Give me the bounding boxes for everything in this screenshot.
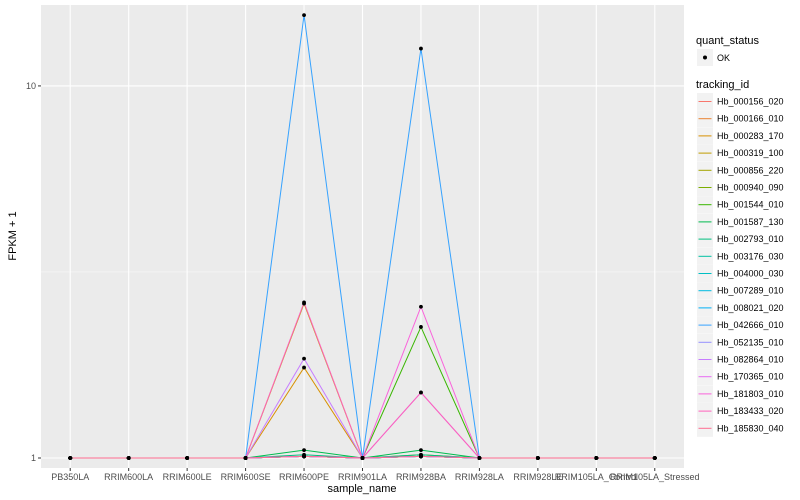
data-point bbox=[360, 456, 365, 460]
x-tick-label: RRIM105LA_Stressed bbox=[610, 472, 700, 482]
legend-label: Hb_042666_010 bbox=[717, 320, 784, 330]
legend-label: Hb_185830_040 bbox=[717, 423, 784, 433]
point-legend-marker bbox=[703, 55, 707, 60]
legend-label: Hb_003176_030 bbox=[717, 251, 784, 261]
legend-label: Hb_004000_030 bbox=[717, 269, 784, 279]
legend-label: Hb_002793_010 bbox=[717, 234, 784, 244]
data-point bbox=[302, 13, 306, 18]
x-axis-title: sample_name bbox=[327, 483, 396, 495]
legend: quant_status OK tracking_id Hb_000156_02… bbox=[696, 35, 784, 437]
data-point bbox=[302, 300, 306, 305]
x-tick-label: RRIM600SE bbox=[221, 472, 271, 482]
legend-label: Hb_000856_220 bbox=[717, 165, 784, 175]
legend-label: Hb_007289_010 bbox=[717, 286, 784, 296]
data-point bbox=[419, 46, 423, 51]
y-tick-label: 1 bbox=[31, 453, 36, 463]
data-point bbox=[302, 448, 306, 453]
point-legend-title: quant_status bbox=[696, 35, 759, 47]
data-point bbox=[302, 454, 306, 459]
x-tick-label: PB350LA bbox=[51, 472, 89, 482]
legend-label: Hb_000156_020 bbox=[717, 97, 784, 107]
data-point bbox=[243, 456, 248, 460]
legend-label: Hb_000319_100 bbox=[717, 148, 784, 158]
x-tick-label: RRIM600PE bbox=[279, 472, 329, 482]
x-tick-label: RRIM901LA bbox=[338, 472, 387, 482]
y-axis: 1 10 bbox=[26, 81, 41, 463]
legend-label: Hb_001544_010 bbox=[717, 200, 784, 210]
data-point bbox=[477, 456, 482, 460]
x-tick-label: RRIM928BA bbox=[396, 472, 446, 482]
data-point bbox=[419, 304, 423, 309]
y-axis-title: FPKM + 1 bbox=[7, 211, 19, 260]
data-points bbox=[68, 13, 657, 460]
data-point bbox=[68, 456, 73, 460]
data-point bbox=[185, 456, 190, 460]
data-point bbox=[419, 325, 423, 329]
x-tick-label: RRIM600LA bbox=[104, 472, 153, 482]
x-axis: PB350LA RRIM600LA RRIM600LE RRIM600SE RRIM60… bbox=[51, 468, 700, 482]
legend-label: Hb_052135_010 bbox=[717, 337, 784, 347]
x-tick-label: RRIM105LA_Control bbox=[555, 472, 638, 482]
legend-label: Hb_008021_020 bbox=[717, 303, 784, 313]
legend-label: Hb_183433_020 bbox=[717, 406, 784, 416]
y-tick-label: 10 bbox=[26, 81, 36, 91]
data-point bbox=[652, 456, 657, 460]
data-point bbox=[126, 456, 131, 460]
line-legend-items: Hb_000156_020 Hb_000166_010 Hb_000283_170 H… bbox=[697, 93, 784, 437]
legend-label: Hb_000166_010 bbox=[717, 114, 784, 124]
data-point bbox=[594, 456, 599, 460]
data-point bbox=[535, 456, 540, 460]
x-tick-label: RRIM928LE bbox=[513, 472, 562, 482]
legend-label: Hb_000940_090 bbox=[717, 183, 784, 193]
legend-label: Hb_082864_010 bbox=[717, 355, 784, 365]
data-point bbox=[419, 390, 423, 395]
point-legend-label: OK bbox=[717, 53, 730, 63]
data-point bbox=[302, 365, 306, 370]
data-point bbox=[302, 356, 306, 361]
data-point bbox=[419, 454, 423, 459]
line-legend-title: tracking_id bbox=[696, 79, 749, 91]
data-point bbox=[419, 448, 423, 453]
x-tick-label: RRIM600LE bbox=[163, 472, 212, 482]
x-tick-label: RRIM928LA bbox=[455, 472, 504, 482]
legend-label: Hb_001587_130 bbox=[717, 217, 784, 227]
legend-label: Hb_170365_010 bbox=[717, 372, 784, 382]
legend-label: Hb_181803_010 bbox=[717, 389, 784, 399]
legend-label: Hb_000283_170 bbox=[717, 131, 784, 141]
